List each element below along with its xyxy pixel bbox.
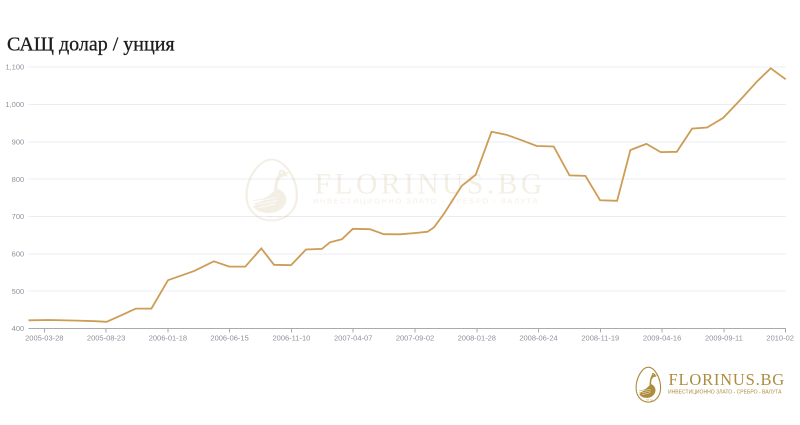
- svg-text:2008-06-24: 2008-06-24: [519, 333, 557, 342]
- svg-text:2006-01-18: 2006-01-18: [149, 333, 187, 342]
- svg-text:700: 700: [12, 212, 25, 221]
- svg-text:2006-11-10: 2006-11-10: [272, 333, 310, 342]
- svg-text:500: 500: [12, 287, 25, 296]
- svg-text:2010-02: 2010-02: [766, 333, 794, 342]
- svg-text:800: 800: [12, 175, 25, 184]
- svg-text:ИНВЕСТИЦИОННО ЗЛАТО - СРЕБРО -: ИНВЕСТИЦИОННО ЗЛАТО - СРЕБРО - ВАЛУТА: [668, 390, 782, 396]
- svg-text:2007-04-07: 2007-04-07: [334, 333, 372, 342]
- svg-text:FLORINUS.BG: FLORINUS.BG: [315, 169, 546, 201]
- svg-text:FLORINUS.BG: FLORINUS.BG: [669, 370, 786, 389]
- svg-text:САЩ долар / унция: САЩ долар / унция: [7, 34, 175, 56]
- svg-text:900: 900: [12, 137, 25, 146]
- svg-text:1,100: 1,100: [5, 63, 24, 72]
- svg-text:2009-04-16: 2009-04-16: [643, 333, 681, 342]
- svg-text:2008-11-19: 2008-11-19: [581, 333, 619, 342]
- svg-text:1,000: 1,000: [5, 100, 24, 109]
- svg-text:400: 400: [12, 324, 25, 333]
- svg-text:2005-08-23: 2005-08-23: [87, 333, 125, 342]
- svg-text:2008-01-28: 2008-01-28: [458, 333, 496, 342]
- svg-text:600: 600: [12, 250, 25, 259]
- svg-text:2005-03-28: 2005-03-28: [25, 333, 63, 342]
- svg-text:2006-06-15: 2006-06-15: [210, 333, 248, 342]
- svg-text:ИНВЕСТИЦИОННО ЗЛАТО - СРЕБРО -: ИНВЕСТИЦИОННО ЗЛАТО - СРЕБРО - ВАЛУТА: [313, 196, 539, 205]
- svg-text:2007-09-02: 2007-09-02: [396, 333, 434, 342]
- svg-text:2009-09-11: 2009-09-11: [705, 333, 743, 342]
